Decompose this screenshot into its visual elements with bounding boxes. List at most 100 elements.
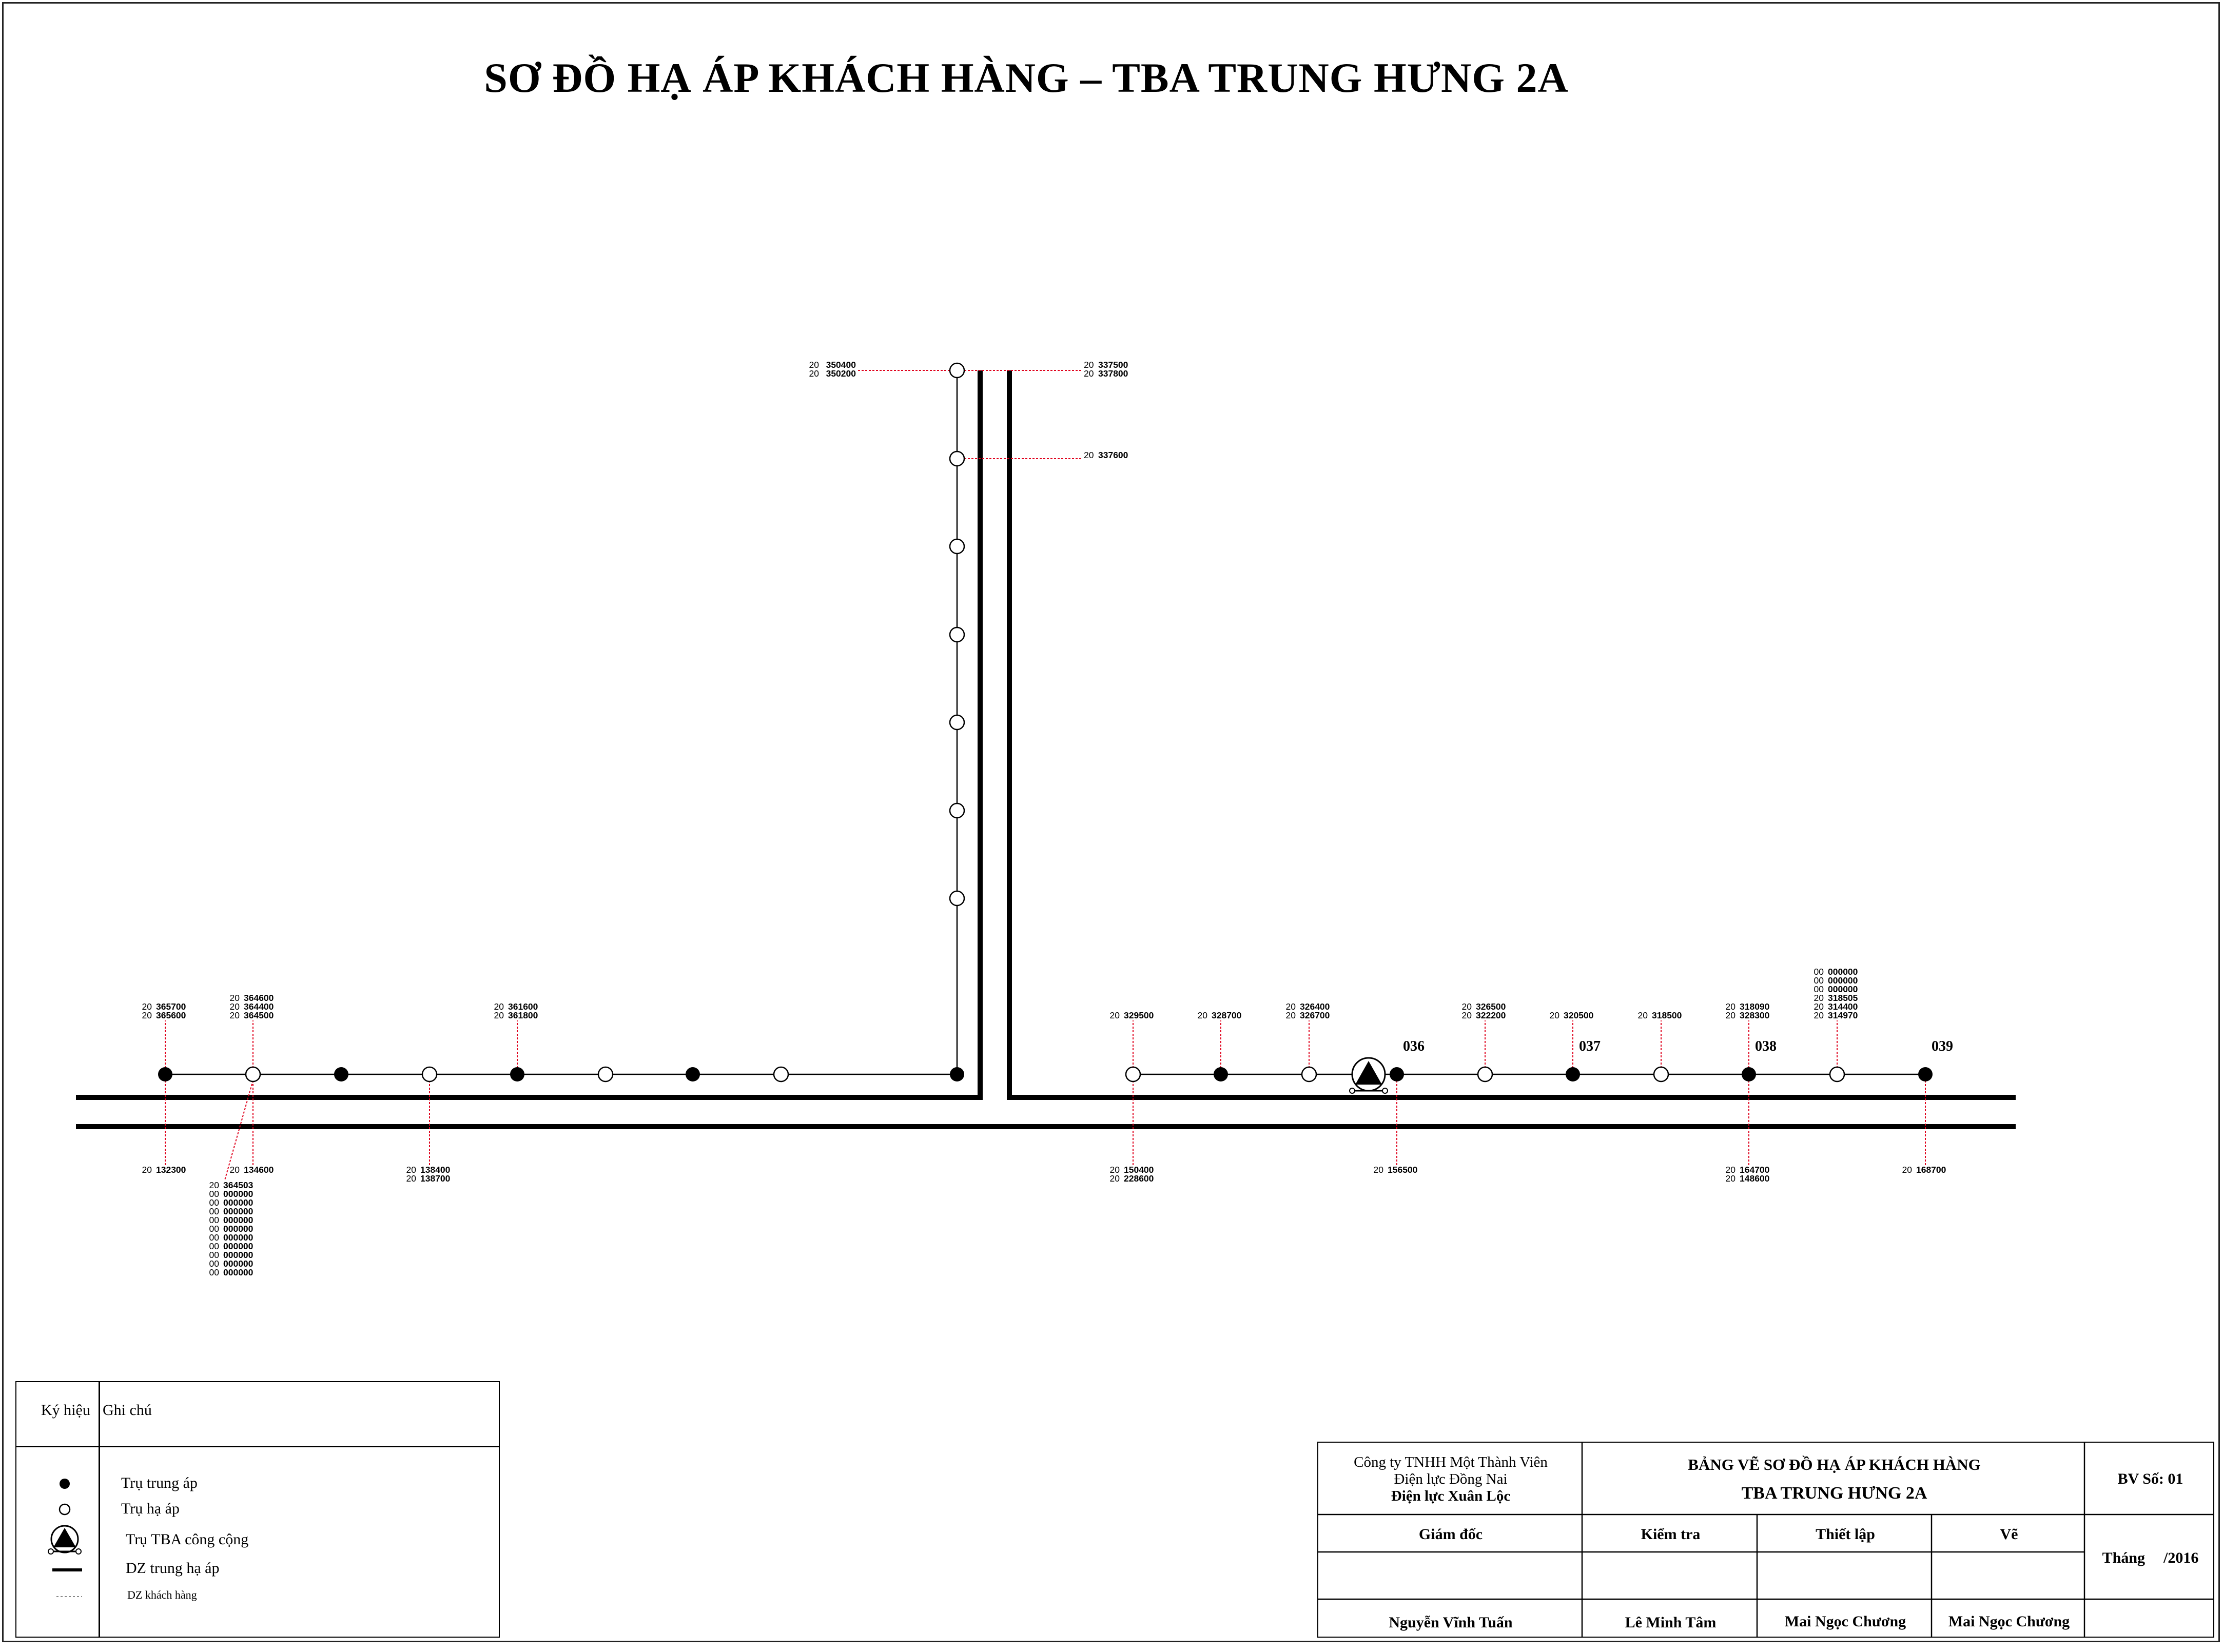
low-voltage-pole	[949, 626, 965, 643]
customer-prefix: 00	[1814, 967, 1824, 977]
legend-header-note: Ghi chú	[103, 1402, 152, 1419]
medium-voltage-pole	[334, 1067, 348, 1081]
customer-prefix: 20	[1814, 1010, 1824, 1020]
company-info: Công ty TNHH Một Thành Viên Điện lực Đồn…	[1318, 1443, 1583, 1516]
low-voltage-pole	[1653, 1066, 1669, 1083]
low-voltage-pole	[421, 1066, 438, 1083]
legend-header-divider	[15, 1446, 500, 1447]
customer-prefix: 20	[1814, 1001, 1824, 1012]
customer-code: 000000	[223, 1206, 254, 1216]
customer-code: 326500	[1476, 1001, 1506, 1012]
customer-prefix: 20	[809, 368, 820, 379]
filled-circle-icon	[60, 1479, 70, 1489]
month-label: Tháng	[2102, 1549, 2146, 1566]
customer-code: 328700	[1212, 1010, 1242, 1020]
customer-group: 20 150400 20 228600	[1110, 1080, 1154, 1184]
customer-group: 20 318090 20 328300	[1726, 1001, 1770, 1068]
customer-prefix: 00	[209, 1250, 220, 1260]
legend-label-dz-khach-hang: DZ khách hàng	[127, 1588, 197, 1601]
customer-code: 318090	[1740, 1001, 1770, 1012]
customer-code: 350200	[826, 368, 856, 379]
pole-number-label: 037	[1579, 1038, 1601, 1054]
customer-prefix: 20	[406, 1173, 417, 1184]
customer-code: 361800	[508, 1010, 538, 1020]
customer-prefix: 20	[1084, 360, 1094, 370]
low-voltage-pole	[1301, 1066, 1317, 1083]
customer-group: 20 337500 20 337800	[964, 360, 1128, 379]
customer-code: 364600	[244, 993, 274, 1003]
customer-prefix: 00	[1814, 984, 1824, 994]
customer-code: 328300	[1740, 1010, 1770, 1020]
legend-label-tba: Trụ TBA công cộng	[126, 1531, 249, 1548]
customer-code: 361600	[508, 1001, 538, 1012]
customer-code: 364503	[223, 1180, 254, 1190]
customer-code: 326700	[1300, 1010, 1330, 1020]
medium-voltage-pole	[510, 1067, 524, 1081]
customer-prefix: 20	[230, 993, 240, 1003]
low-voltage-pole	[949, 890, 965, 907]
customer-prefix: 00	[209, 1258, 220, 1269]
medium-voltage-pole	[1742, 1067, 1756, 1081]
customer-prefix: 00	[209, 1215, 220, 1225]
name-setup: Mai Ngọc Chương	[1784, 1612, 1906, 1630]
legend-box	[15, 1381, 500, 1638]
customer-prefix: 20	[1198, 1010, 1208, 1020]
low-voltage-pole	[245, 1066, 261, 1083]
customer-prefix: 20	[494, 1010, 504, 1020]
customer-code: 314400	[1828, 1001, 1858, 1012]
pole-number-label: 038	[1755, 1038, 1777, 1054]
substation-node	[1382, 1088, 1388, 1094]
customer-prefix: 00	[209, 1197, 220, 1208]
drawing-title-line2: TBA TRUNG HƯNG 2A	[1741, 1484, 1927, 1503]
customer-prefix: 20	[809, 360, 820, 370]
role-check: Kiểm tra	[1641, 1525, 1701, 1543]
customer-prefix: 20	[1462, 1001, 1472, 1012]
legend-header-symbol: Ký hiệu	[41, 1402, 90, 1419]
hollow-circle-icon	[59, 1503, 71, 1516]
customer-code: 132300	[156, 1165, 186, 1175]
customer-code: 365700	[156, 1001, 186, 1012]
customer-group: 20 337600	[964, 450, 1128, 460]
customer-prefix: 20	[1726, 1173, 1736, 1184]
name-director: Nguyễn Vĩnh Tuấn	[1389, 1614, 1513, 1631]
pole-layer: 036 037 038 039	[158, 362, 1953, 1094]
customer-prefix: 20	[1638, 1010, 1648, 1020]
drawing-title: BẢNG VẼ SƠ ĐỒ HẠ ÁP KHÁCH HÀNG TBA TRUNG…	[1583, 1443, 2085, 1516]
customer-group: 20 350400 20 350200	[809, 360, 950, 379]
customer-prefix: 00	[209, 1189, 220, 1199]
low-voltage-pole	[949, 538, 965, 555]
customer-prefix: 20	[1110, 1165, 1120, 1175]
customer-code: 156500	[1388, 1165, 1418, 1175]
name-check: Lê Minh Tâm	[1625, 1614, 1717, 1631]
medium-voltage-pole	[950, 1067, 964, 1081]
medium-voltage-pole	[1214, 1067, 1228, 1081]
low-voltage-pole	[949, 450, 965, 467]
customer-prefix: 00	[209, 1232, 220, 1243]
customer-prefix: 00	[209, 1206, 220, 1216]
customer-prefix: 00	[209, 1224, 220, 1234]
customer-code: 000000	[223, 1189, 254, 1199]
customer-code: 000000	[223, 1232, 254, 1243]
customer-code: 326400	[1300, 1001, 1330, 1012]
customer-code: 364500	[244, 1010, 274, 1020]
customer-prefix: 20	[406, 1165, 417, 1175]
pole-number-label: 039	[1932, 1038, 1953, 1054]
customer-code: 000000	[223, 1258, 254, 1269]
customer-prefix: 20	[1374, 1165, 1384, 1175]
substation-node	[1349, 1088, 1355, 1094]
customer-group: 20 329500	[1110, 1010, 1154, 1068]
year-value: /2016	[2163, 1549, 2199, 1566]
customer-code: 168700	[1916, 1165, 1946, 1175]
customer-code: 000000	[1828, 975, 1858, 986]
customer-code: 329500	[1124, 1010, 1154, 1020]
customer-group: 20 132300	[142, 1080, 186, 1175]
customer-prefix: 20	[1110, 1010, 1120, 1020]
line-layer	[76, 370, 2016, 1129]
customer-code: 134600	[244, 1165, 274, 1175]
customer-group: 20 361600 20 361800	[494, 1001, 538, 1068]
customer-group: 20 365700 20 365600	[142, 1001, 186, 1068]
customer-prefix: 20	[142, 1001, 152, 1012]
customer-group: 20 318500	[1638, 1010, 1682, 1068]
customer-group: 20 326400 20 326700	[1286, 1001, 1330, 1068]
